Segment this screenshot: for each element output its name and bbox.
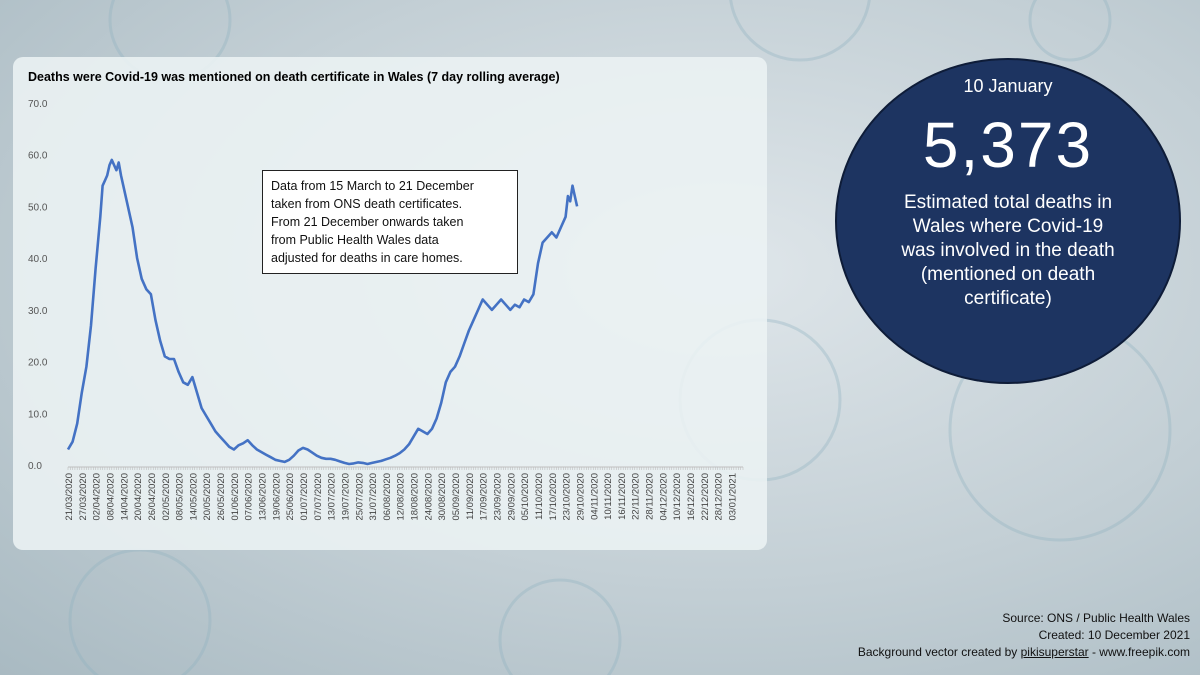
chart-title: Deaths were Covid-19 was mentioned on de… <box>28 70 560 84</box>
x-tick-label: 03/01/2021 <box>727 473 738 521</box>
x-tick-label: 11/09/2020 <box>465 473 476 520</box>
x-tick-label: 14/04/2020 <box>119 473 130 521</box>
x-tick-label: 28/12/2020 <box>714 473 725 521</box>
y-tick-label: 0.0 <box>28 461 42 472</box>
x-tick-label: 07/06/2020 <box>244 473 255 521</box>
x-tick-label: 27/03/2020 <box>78 473 89 521</box>
credit-author-link[interactable]: pikisuperstar <box>1020 645 1089 659</box>
x-tick-label: 29/09/2020 <box>506 473 517 521</box>
y-tick-label: 50.0 <box>28 202 48 213</box>
summary-date: 10 January <box>963 76 1053 96</box>
data-note-callout: Data from 15 March to 21 December taken … <box>262 170 518 274</box>
x-tick-label: 01/06/2020 <box>230 473 241 521</box>
x-tick-label: 19/06/2020 <box>271 473 282 521</box>
x-tick-label: 19/07/2020 <box>340 473 351 521</box>
x-tick-label: 10/12/2020 <box>672 473 683 521</box>
x-axis: 21/03/2020 27/03/2020 02/04/2020 08/04/2020… <box>64 466 744 521</box>
callout-line-2: taken from ONS death certificates. <box>271 197 463 211</box>
y-tick-label: 40.0 <box>28 254 48 265</box>
y-tick-label: 10.0 <box>28 409 48 420</box>
created-line: Created: 10 December 2021 <box>1038 628 1190 642</box>
summary-desc-1: Estimated total deaths in <box>903 192 1113 213</box>
x-tick-label: 08/05/2020 <box>175 473 186 521</box>
summary-desc-3: was involved in the death <box>901 240 1115 261</box>
series-group <box>66 158 579 466</box>
callout-line-1: Data from 15 March to 21 December <box>271 179 474 193</box>
callout-line-3: From 21 December onwards taken <box>271 215 464 229</box>
x-tick-label: 14/05/2020 <box>188 473 199 521</box>
x-tick-label: 23/10/2020 <box>562 473 573 521</box>
x-tick-label: 22/12/2020 <box>700 473 711 521</box>
x-tick-label: 10/11/2020 <box>603 473 614 520</box>
y-tick-label: 60.0 <box>28 151 48 162</box>
x-tick-label: 05/10/2020 <box>520 473 531 521</box>
summary-desc-2: Wales where Covid-19 <box>912 216 1104 237</box>
x-tick-label: 24/08/2020 <box>423 473 434 521</box>
x-tick-label: 13/06/2020 <box>258 473 269 521</box>
x-tick-label: 30/08/2020 <box>437 473 448 521</box>
callout-line-4: from Public Health Wales data <box>271 233 439 247</box>
y-tick-label: 30.0 <box>28 306 48 317</box>
callout-line-5: adjusted for deaths in care homes. <box>271 251 463 265</box>
x-tick-label: 06/08/2020 <box>382 473 393 521</box>
chart: Deaths were Covid-19 was mentioned on de… <box>28 70 744 521</box>
x-tick-label: 07/07/2020 <box>313 473 324 521</box>
x-tick-label: 22/11/2020 <box>631 473 642 520</box>
x-tick-label: 26/04/2020 <box>147 473 158 521</box>
summary-total: 5,373 <box>922 109 1094 181</box>
series-line <box>66 158 579 466</box>
x-tick-label: 17/10/2020 <box>548 473 559 521</box>
chart-panel: Deaths were Covid-19 was mentioned on de… <box>13 57 767 550</box>
x-tick-label: 26/05/2020 <box>216 473 227 521</box>
credit-suffix: - www.freepik.com <box>1088 645 1190 659</box>
y-tick-label: 20.0 <box>28 358 48 369</box>
x-tick-label: 16/12/2020 <box>686 473 697 521</box>
x-tick-label: 04/12/2020 <box>658 473 669 521</box>
x-tick-label: 25/07/2020 <box>354 473 365 521</box>
x-tick-label: 23/09/2020 <box>492 473 503 521</box>
x-tick-label: 02/05/2020 <box>161 473 172 521</box>
x-tick-label: 01/07/2020 <box>299 473 310 521</box>
x-tick-label: 31/07/2020 <box>368 473 379 521</box>
x-tick-label: 20/04/2020 <box>133 473 144 521</box>
summary-desc-4: (mentioned on death <box>920 264 1096 285</box>
x-tick-label: 12/08/2020 <box>396 473 407 521</box>
x-tick-label: 21/03/2020 <box>64 473 75 521</box>
x-tick-label: 04/11/2020 <box>589 473 600 520</box>
y-tick-label: 70.0 <box>28 99 48 110</box>
credit-prefix: Background vector created by <box>857 645 1021 659</box>
source-line: Source: ONS / Public Health Wales <box>1002 611 1190 625</box>
summary-circle: 10 January 5,373 Estimated total deaths … <box>835 58 1181 384</box>
summary-description: Estimated total deaths in Wales where Co… <box>877 191 1139 311</box>
x-tick-label: 02/04/2020 <box>92 473 103 521</box>
x-tick-label: 08/04/2020 <box>105 473 116 521</box>
summary-desc-5: certificate) <box>964 288 1052 309</box>
x-tick-label: 11/10/2020 <box>534 473 545 520</box>
x-tick-label: 05/09/2020 <box>451 473 462 521</box>
y-axis: 0.0 10.0 20.0 30.0 40.0 50.0 60.0 70.0 <box>28 99 48 472</box>
background-credit: Background vector created by pikisuperst… <box>858 644 1190 661</box>
x-tick-label: 16/11/2020 <box>617 473 628 520</box>
x-tick-label: 29/10/2020 <box>575 473 586 521</box>
x-tick-label: 17/09/2020 <box>479 473 490 521</box>
x-tick-label: 20/05/2020 <box>202 473 213 521</box>
x-tick-label: 18/08/2020 <box>410 473 421 521</box>
x-tick-label: 13/07/2020 <box>327 473 338 521</box>
x-tick-label: 28/11/2020 <box>645 473 656 520</box>
source-credits: Source: ONS / Public Health Wales Create… <box>858 610 1190 661</box>
x-tick-label: 25/06/2020 <box>285 473 296 521</box>
